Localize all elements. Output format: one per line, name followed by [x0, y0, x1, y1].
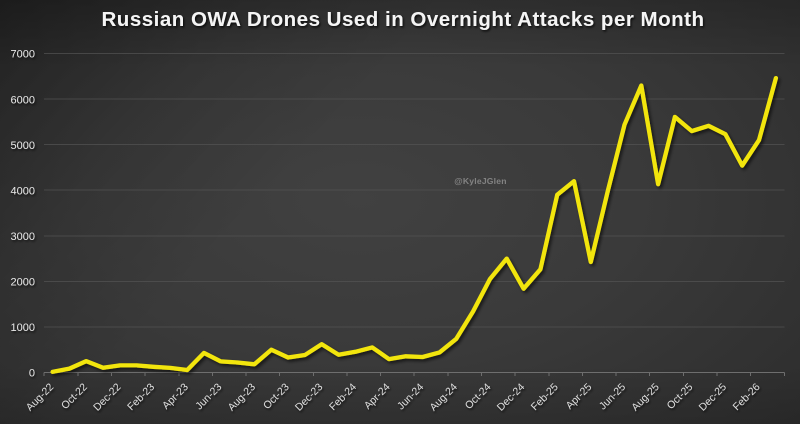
svg-text:5000: 5000 — [11, 140, 35, 152]
svg-text:Feb-26: Feb-26 — [731, 381, 763, 413]
svg-text:Apr-25: Apr-25 — [564, 381, 595, 412]
svg-text:1000: 1000 — [11, 322, 35, 334]
svg-text:Jun-24: Jun-24 — [395, 381, 426, 412]
svg-text:Feb-25: Feb-25 — [529, 381, 561, 413]
svg-text:Aug-24: Aug-24 — [427, 381, 460, 414]
svg-text:Oct-22: Oct-22 — [59, 381, 90, 412]
svg-text:Oct-24: Oct-24 — [463, 381, 494, 412]
svg-text:3000: 3000 — [11, 231, 35, 243]
svg-text:0: 0 — [29, 368, 35, 380]
svg-text:Feb-23: Feb-23 — [125, 381, 157, 413]
svg-text:@KyleJGlen: @KyleJGlen — [454, 176, 506, 186]
svg-text:Dec-25: Dec-25 — [697, 381, 730, 414]
svg-text:Dec-24: Dec-24 — [495, 381, 528, 414]
svg-text:6000: 6000 — [11, 94, 35, 106]
svg-text:Jun-23: Jun-23 — [193, 381, 224, 412]
svg-text:Apr-23: Apr-23 — [160, 381, 191, 412]
svg-text:Feb-24: Feb-24 — [327, 381, 359, 413]
svg-text:Dec-23: Dec-23 — [293, 381, 326, 414]
svg-text:Oct-25: Oct-25 — [665, 381, 696, 412]
svg-text:Apr-24: Apr-24 — [362, 381, 393, 412]
svg-text:4000: 4000 — [11, 185, 35, 197]
svg-text:Aug-25: Aug-25 — [629, 381, 662, 414]
svg-text:Oct-23: Oct-23 — [261, 381, 292, 412]
svg-text:Aug-22: Aug-22 — [24, 381, 57, 414]
svg-text:Dec-22: Dec-22 — [91, 381, 124, 414]
svg-text:Jun-25: Jun-25 — [597, 381, 628, 412]
svg-text:7000: 7000 — [11, 49, 35, 61]
svg-text:Aug-23: Aug-23 — [226, 381, 259, 414]
svg-text:2000: 2000 — [11, 277, 35, 289]
svg-text:Russian OWA Drones Used in Ove: Russian OWA Drones Used in Overnight Att… — [102, 8, 705, 31]
